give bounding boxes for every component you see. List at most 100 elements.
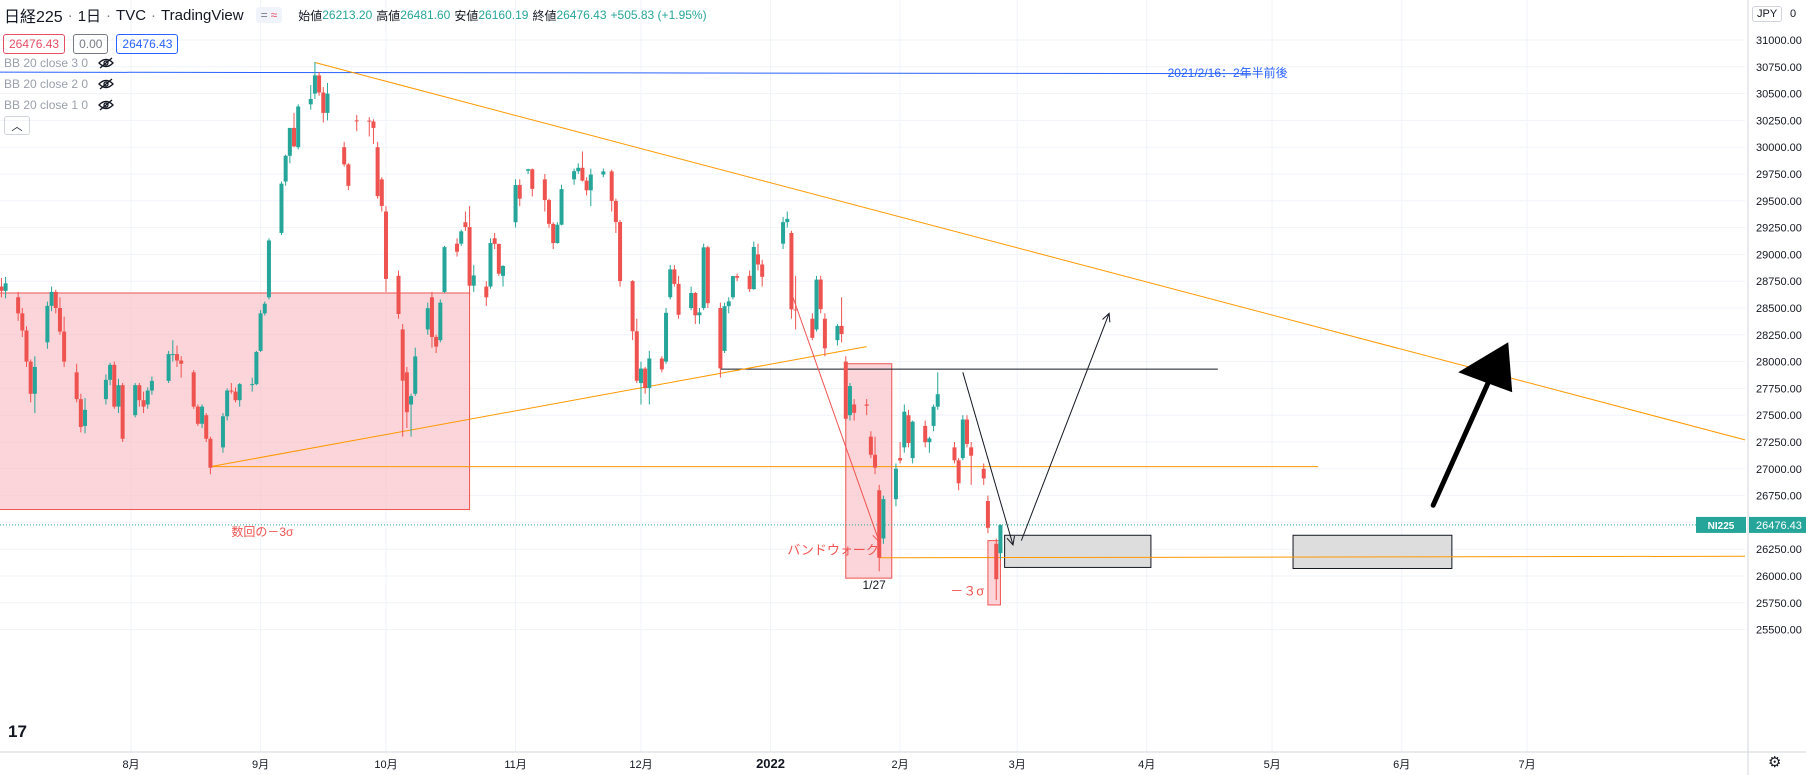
candle-body — [726, 301, 731, 307]
candle-body — [664, 312, 669, 362]
y-tick-label: 30250.00 — [1756, 115, 1802, 127]
candle-body — [488, 243, 493, 287]
y-tick-label: 29250.00 — [1756, 223, 1802, 235]
annotation-jan27: 1/27 — [863, 578, 887, 592]
indicator-label: BB 20 close 2 0 — [4, 77, 89, 91]
low-label: 安値 — [454, 8, 479, 23]
band-walk-arrow — [790, 292, 880, 542]
candle-body — [53, 291, 58, 308]
candle-body — [643, 368, 648, 389]
candle-body — [935, 394, 940, 407]
indicator-row[interactable]: BB 20 close 2 0 — [4, 77, 114, 91]
eye-off-icon[interactable] — [98, 57, 114, 69]
candle-body — [283, 155, 288, 182]
currency-button[interactable]: JPY — [1752, 6, 1783, 22]
interval-label[interactable]: 1日 — [77, 7, 102, 25]
buy-price-pill[interactable]: 26476.43 — [116, 34, 179, 54]
indicator-row[interactable]: BB 20 close 3 0 — [4, 56, 114, 70]
candle-body — [902, 411, 907, 448]
level-line-2021 — [0, 71, 1252, 75]
candle-body — [321, 92, 326, 113]
candle-body — [308, 98, 313, 105]
candle-body — [346, 164, 351, 186]
candle-body — [793, 309, 798, 311]
candle-body — [225, 390, 230, 417]
candle-body — [839, 325, 844, 335]
candle-body — [756, 254, 760, 265]
candle-body — [847, 386, 852, 416]
candle-body — [810, 318, 815, 338]
candle-body — [220, 416, 225, 448]
candle-body — [588, 174, 593, 191]
wave-icon: ≈ — [270, 8, 278, 22]
candle-body — [956, 460, 961, 484]
candle-body — [74, 372, 79, 400]
candle-body — [868, 436, 873, 455]
tradingview-logo[interactable]: 17 — [8, 722, 27, 741]
candle-body — [379, 179, 384, 206]
candle-body — [404, 372, 409, 413]
candle-body — [547, 200, 551, 224]
candle-body — [292, 127, 297, 147]
candle-body — [409, 396, 414, 405]
candle-body — [296, 106, 301, 148]
candle-body — [873, 454, 878, 468]
candle-body — [952, 447, 957, 461]
annotation-minus3sigma: －３σ — [950, 583, 984, 598]
candle-body — [57, 308, 62, 332]
symbol-name[interactable]: 日経225 — [4, 9, 63, 26]
candle-body — [442, 247, 447, 292]
candle-body — [133, 385, 138, 416]
candle-body — [342, 147, 347, 165]
y-tick-label: 27750.00 — [1756, 383, 1802, 395]
candle-body — [701, 247, 706, 308]
sell-price-pill[interactable]: 26476.43 — [3, 34, 66, 54]
y-tick-label: 27500.00 — [1756, 410, 1802, 422]
candle-body — [266, 240, 271, 298]
x-tick-label: 7月 — [1519, 759, 1536, 771]
candle-body — [526, 169, 531, 171]
candle-body — [375, 147, 380, 197]
indicator-row[interactable]: BB 20 close 1 0 — [4, 98, 114, 112]
big-up-arrow-head — [1458, 342, 1513, 393]
x-tick-label: 8月 — [122, 759, 139, 771]
candle-body — [513, 185, 518, 223]
target-box — [1004, 534, 1152, 568]
candle-body — [613, 200, 618, 223]
candle-body — [981, 468, 986, 479]
candle-body — [584, 180, 589, 191]
candle-body — [400, 329, 405, 381]
horizontal-levels — [0, 71, 1746, 559]
header-separator: · — [151, 6, 157, 24]
candle-body — [668, 269, 673, 298]
collapse-legend-button[interactable]: ︿ — [4, 116, 30, 135]
band-walk-zone — [845, 363, 893, 579]
candle-body — [108, 364, 113, 380]
candle-body — [459, 231, 464, 244]
candle-body — [254, 351, 259, 385]
candle-body — [814, 279, 819, 330]
candle-body — [751, 247, 756, 290]
candle-body — [530, 169, 535, 189]
y-tick-label: 26000.00 — [1756, 571, 1802, 583]
y-tick-label: 26250.00 — [1756, 544, 1802, 556]
candle-body — [83, 409, 88, 426]
y-tick-label: 29500.00 — [1756, 196, 1802, 208]
candle-body — [325, 93, 330, 113]
y-tick-label: 26750.00 — [1756, 491, 1802, 503]
candle-body — [718, 308, 723, 369]
candle-body — [864, 404, 869, 406]
candle-body — [367, 120, 372, 122]
x-tick-label: 6月 — [1393, 759, 1410, 771]
arrows — [790, 292, 1513, 547]
eye-off-icon[interactable] — [98, 78, 114, 90]
candle-body — [3, 283, 8, 291]
candle-body — [204, 415, 209, 439]
down-arrow-head — [1006, 535, 1015, 547]
compare-toggle[interactable]: = ≈ — [255, 7, 283, 23]
candle-body — [149, 380, 154, 391]
gear-icon[interactable]: ⚙ — [1768, 754, 1782, 771]
eye-off-icon[interactable] — [98, 99, 114, 111]
